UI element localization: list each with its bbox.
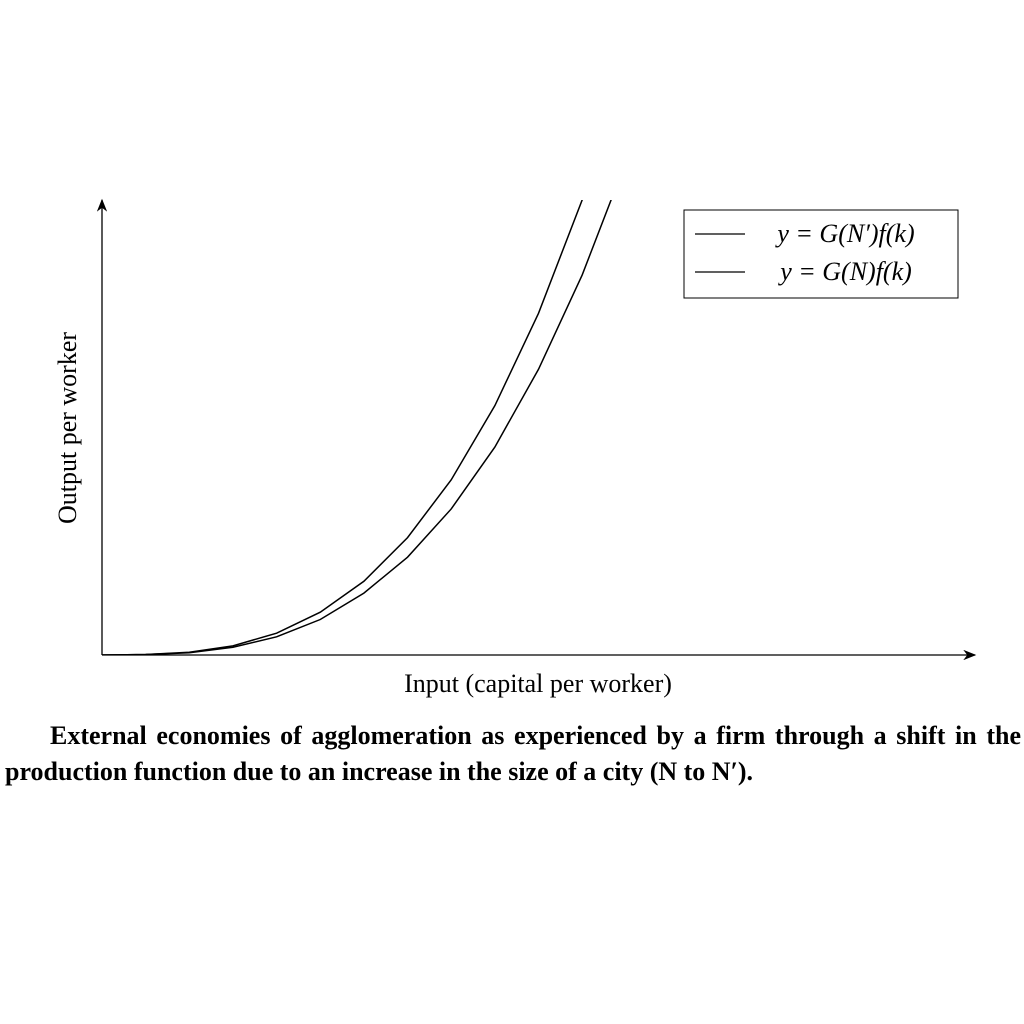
legend-label: y = G(N)f(k): [777, 257, 912, 286]
legend-box: [683, 209, 959, 299]
legend-label: y = G(N′)f(k): [774, 219, 914, 248]
chart: Input (capital per worker) Output per wo…: [53, 198, 977, 698]
legend: y = G(N′)f(k) y = G(N)f(k): [695, 219, 915, 286]
plot-area: [102, 200, 612, 655]
x-axis-label: Input (capital per worker): [404, 669, 672, 698]
line-series: [102, 200, 612, 655]
line-series: [102, 200, 583, 655]
y-axis-label: Output per worker: [53, 332, 82, 524]
caption: External economies of agglomeration as e…: [5, 721, 1021, 786]
